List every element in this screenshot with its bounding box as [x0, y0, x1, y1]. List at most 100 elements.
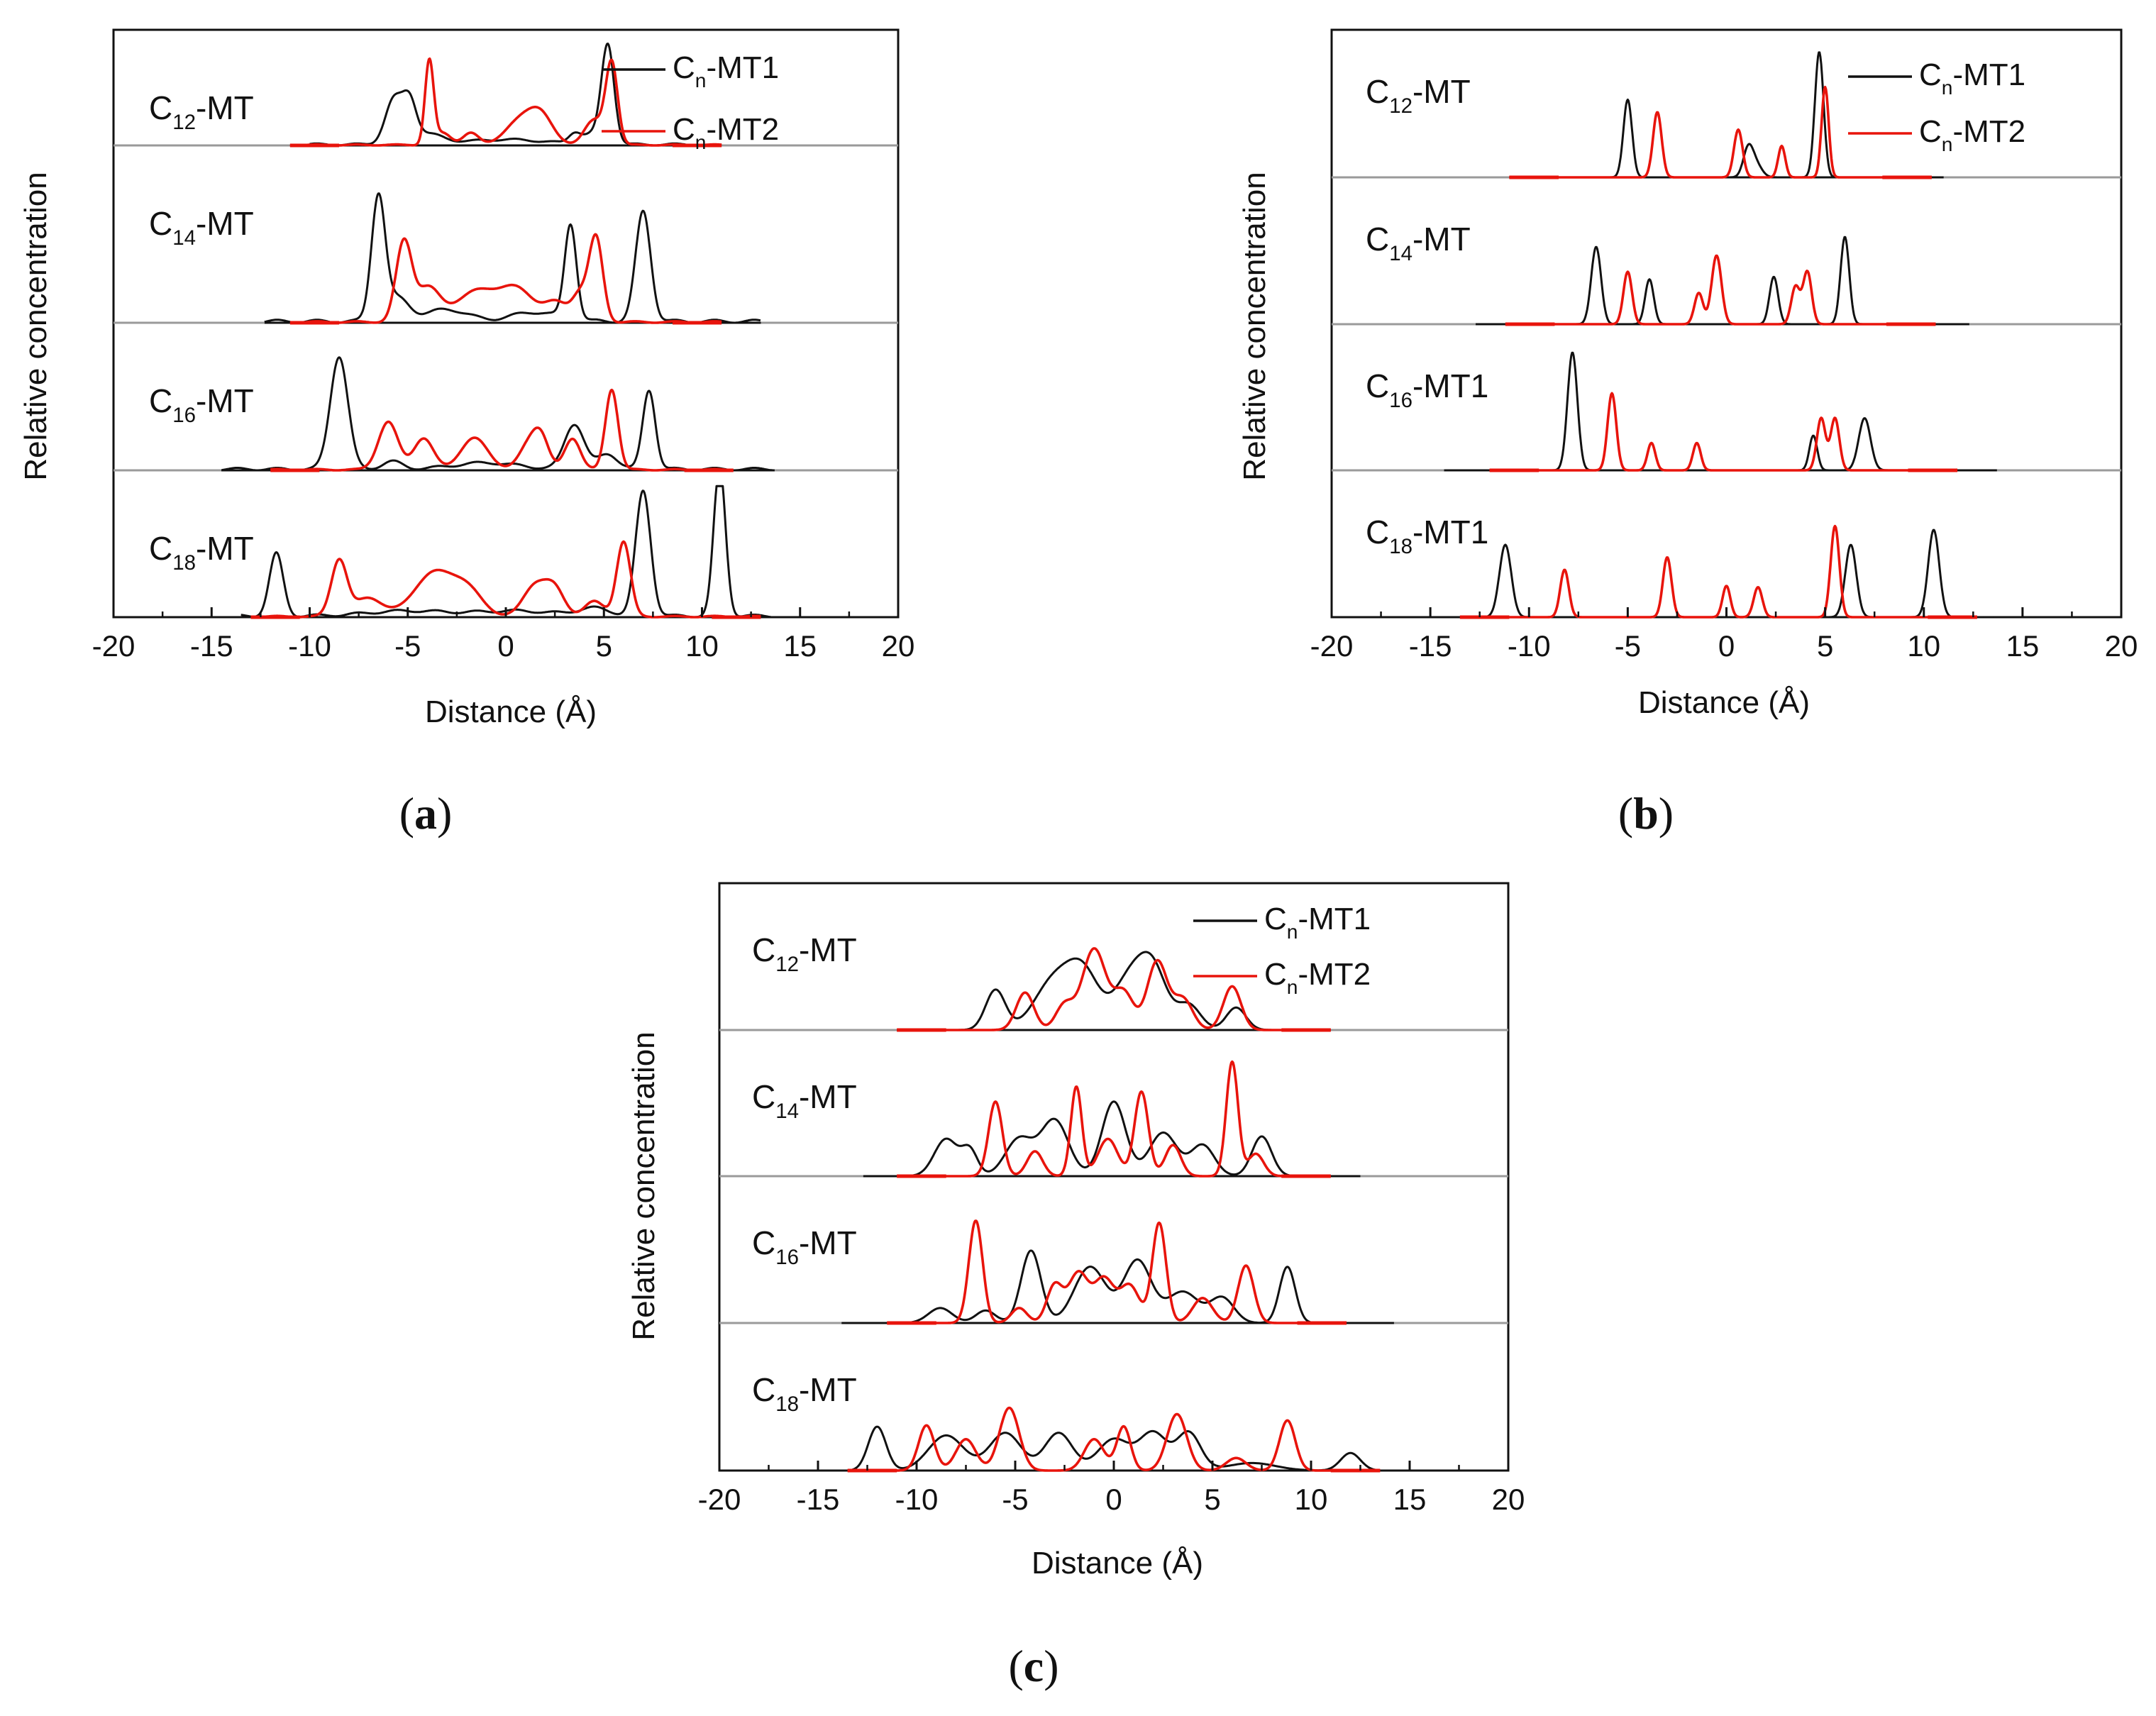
legend-label-mt1-sub: n: [695, 70, 707, 92]
x-tick-label: 15: [1393, 1483, 1427, 1516]
panel-label-close: ): [437, 788, 452, 838]
legend-label-mt2-main: C: [1264, 957, 1287, 992]
row-label: C16-MT1: [1366, 367, 1488, 412]
row-label-main: C: [149, 382, 172, 419]
row-label: C18-MT1: [1366, 514, 1488, 558]
row-label-sub: 18: [172, 551, 196, 575]
row-label-main: C: [752, 1078, 775, 1115]
row-label-rest: -MT: [799, 931, 857, 968]
legend-label-mt1-main: C: [673, 50, 695, 85]
legend-label-mt2: Cn-MT2: [673, 112, 779, 153]
x-tick-label: 15: [2006, 629, 2040, 663]
row-label-sub: 12: [172, 111, 196, 134]
row-12: C12-MT: [1332, 51, 2121, 179]
row-label-sub: 14: [1389, 242, 1413, 265]
row-label-main: C: [1366, 514, 1389, 550]
legend-label-mt1-main: C: [1264, 902, 1287, 936]
row-label-rest: -MT: [799, 1371, 857, 1408]
x-tick-label: -20: [92, 629, 136, 663]
x-tick-label: 5: [1817, 629, 1833, 663]
legend-label-mt1-rest: -MT1: [706, 50, 779, 85]
row-label: C12-MT: [1366, 73, 1471, 118]
series-mt2-line: [270, 388, 734, 472]
series-mt2-line: [896, 1060, 1332, 1178]
row-label: C18-MT: [149, 530, 254, 575]
x-tick-label: 20: [1492, 1483, 1525, 1516]
row-label-main: C: [752, 1371, 775, 1408]
row-label-rest: -MT1: [1413, 367, 1488, 404]
panel-label-letter: b: [1633, 788, 1659, 838]
row-label-sub: 14: [775, 1100, 799, 1123]
legend: Cn-MT1 Cn-MT2: [602, 50, 779, 153]
row-label-main: C: [149, 530, 172, 567]
series-mt1-line: [1444, 351, 1998, 472]
row-label-rest: -MT: [799, 1224, 857, 1261]
y-axis-label: Relative concentration: [626, 1031, 661, 1340]
row-label-main: C: [1366, 367, 1389, 404]
x-tick-label: 0: [1718, 629, 1735, 663]
row-14: C14-MT: [1332, 221, 2121, 326]
row-label-rest: -MT: [196, 205, 254, 242]
y-axis-label: Relative concentration: [18, 172, 53, 480]
x-tick-label: -5: [394, 629, 421, 663]
legend-label-mt1-sub: n: [1942, 77, 1953, 99]
x-tick-label: 20: [882, 629, 915, 663]
x-tick-label: 20: [2105, 629, 2138, 663]
legend-label-mt2-rest: -MT2: [1298, 957, 1371, 992]
row-label: C16-MT: [752, 1224, 857, 1269]
y-axis-label: Relative concentration: [1237, 172, 1272, 480]
legend-label-mt1-sub: n: [1287, 921, 1298, 943]
series-mt2-line: [1459, 524, 1978, 619]
row-label-rest: -MT1: [1413, 514, 1488, 550]
legend-label-mt1-main: C: [1919, 57, 1942, 92]
row-label-sub: 16: [775, 1246, 799, 1269]
row-label-main: C: [1366, 221, 1389, 258]
legend-label-mt1: Cn-MT1: [1264, 902, 1371, 943]
row-label-rest: -MT: [799, 1078, 857, 1115]
x-tick-label: -15: [797, 1483, 840, 1516]
x-tick-label: 10: [1907, 629, 1940, 663]
panel-label: (c): [1008, 1641, 1058, 1691]
x-axis-label: Distance (Å): [1032, 1546, 1203, 1581]
x-tick-label: 15: [783, 629, 817, 663]
x-tick-label: -15: [190, 629, 233, 663]
row-16: C16-MT: [719, 1219, 1508, 1325]
legend-label-mt2-sub: n: [1942, 133, 1953, 155]
x-tick-label: -10: [1508, 629, 1551, 663]
row-label-main: C: [1366, 73, 1389, 110]
series-mt1-line: [221, 356, 775, 472]
legend-label-mt1-rest: -MT1: [1952, 57, 2025, 92]
row-label-sub: 18: [1389, 535, 1413, 558]
row-label: C14-MT: [752, 1078, 857, 1123]
series-mt2-line: [1488, 392, 1958, 472]
x-tick-label: 10: [1295, 1483, 1328, 1516]
x-tick-label: -20: [1310, 629, 1354, 663]
legend-label-mt2-main: C: [1919, 114, 1942, 149]
series-mt1-line: [863, 1100, 1361, 1178]
row-12: C12-MT: [719, 931, 1508, 1032]
x-tick-label: -10: [895, 1483, 939, 1516]
panel-label: (b): [1618, 788, 1674, 838]
x-tick-label: 10: [685, 629, 719, 663]
row-label-rest: -MT: [196, 530, 254, 567]
x-tick-label: 0: [497, 629, 514, 663]
row-label: C16-MT: [149, 382, 254, 427]
series-mt2-line: [250, 540, 762, 619]
row-label: C14-MT: [1366, 221, 1471, 265]
row-18: C18-MT1: [1366, 514, 1994, 619]
row-label-rest: -MT: [1413, 73, 1471, 110]
row-label-sub: 18: [775, 1393, 799, 1416]
legend-label-mt1: Cn-MT1: [673, 50, 779, 92]
legend-label-mt2-rest: -MT2: [1952, 114, 2025, 149]
row-label-main: C: [752, 931, 775, 968]
row-label-rest: -MT: [1413, 221, 1471, 258]
series-mt2-line: [1505, 254, 1937, 326]
row-label-sub: 16: [172, 404, 196, 427]
legend-label-mt2: Cn-MT2: [1919, 114, 2025, 155]
row-label-main: C: [149, 89, 172, 126]
legend-label-mt2-main: C: [673, 112, 695, 147]
